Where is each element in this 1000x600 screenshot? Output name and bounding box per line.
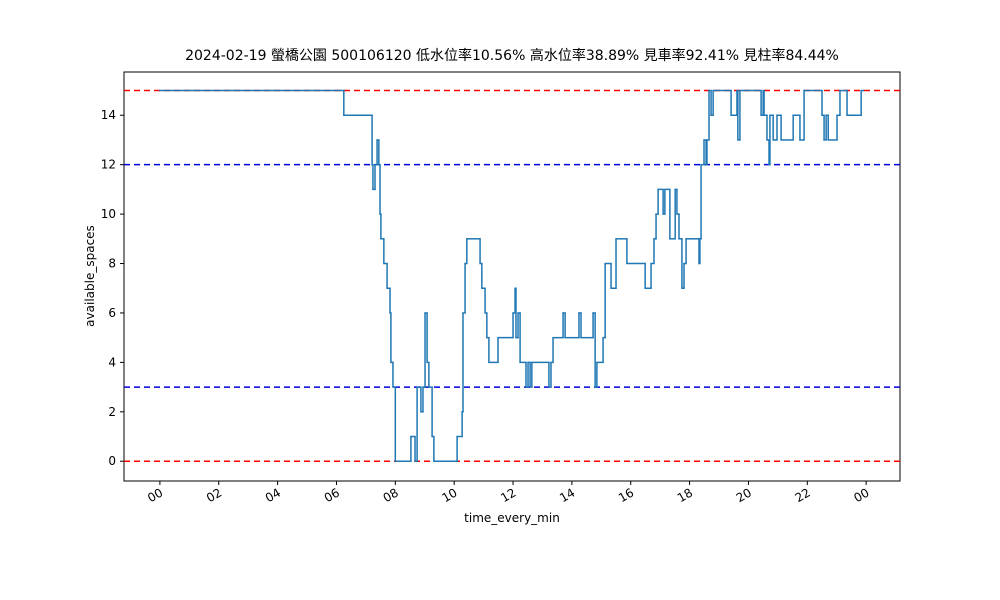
chart-title: 2024-02-19 螢橋公園 500106120 低水位率10.56% 高水位… <box>185 47 839 64</box>
x-tick-label: 20 <box>734 485 754 505</box>
x-tick-label: 00 <box>851 485 871 505</box>
y-tick-label: 6 <box>108 306 116 320</box>
line-end <box>862 89 865 92</box>
x-tick-label: 18 <box>675 485 695 505</box>
x-tick-label: 08 <box>381 485 401 505</box>
y-tick-label: 12 <box>101 158 116 172</box>
y-tick-label: 0 <box>108 454 116 468</box>
x-tick-label: 12 <box>498 485 518 505</box>
x-tick-label: 06 <box>322 485 342 505</box>
x-tick-label: 16 <box>616 485 636 505</box>
x-tick-label: 02 <box>204 485 224 505</box>
y-tick-label: 8 <box>108 257 116 271</box>
x-axis-label: time_every_min <box>464 511 560 525</box>
x-tick-label: 14 <box>557 485 577 505</box>
x-tick-label: 04 <box>263 485 283 505</box>
y-tick-label: 14 <box>101 108 116 122</box>
x-tick-label: 22 <box>793 485 813 505</box>
y-tick-label: 10 <box>101 207 116 221</box>
y-axis-label: available_spaces <box>83 225 97 327</box>
x-tick-label: 10 <box>439 485 459 505</box>
y-tick-label: 4 <box>108 355 116 369</box>
plot-frame <box>123 71 901 482</box>
y-tick-label: 2 <box>108 405 116 419</box>
x-tick-label: 00 <box>145 485 165 505</box>
